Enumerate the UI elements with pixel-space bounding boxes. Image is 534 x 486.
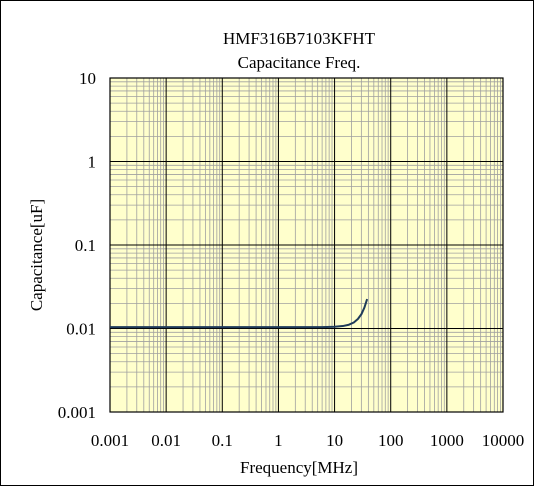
x-tick-label: 0.001: [91, 431, 129, 450]
series-line: [110, 298, 369, 329]
x-tick-label: 1: [274, 431, 283, 450]
x-axis-label: Frequency[MHz]: [240, 458, 358, 477]
x-tick-label: 100: [378, 431, 404, 450]
y-tick-labels: 10 1 0.1 0.01 0.001: [58, 69, 96, 422]
y-tick-label: 0.01: [66, 320, 96, 339]
y-axis-label: Capacitance[uF]: [27, 199, 46, 311]
x-tick-labels: 0.001 0.01 0.1 1 10 100 1000 10000: [91, 431, 524, 450]
series-group: [110, 298, 369, 329]
x-tick-label: 10000: [482, 431, 525, 450]
x-tick-label: 10: [326, 431, 343, 450]
x-tick-label: 0.1: [212, 431, 233, 450]
y-tick-label: 0.001: [58, 403, 96, 422]
plot-border: [109, 77, 504, 413]
chart-title: HMF316B7103KFHT: [223, 29, 376, 48]
y-tick-label: 1: [88, 153, 97, 172]
x-tick-label: 0.01: [151, 431, 181, 450]
chart-subtitle: Capacitance Freq.: [238, 53, 361, 72]
y-tick-label: 10: [79, 69, 96, 88]
y-tick-label: 0.1: [75, 236, 96, 255]
x-tick-label: 1000: [430, 431, 464, 450]
